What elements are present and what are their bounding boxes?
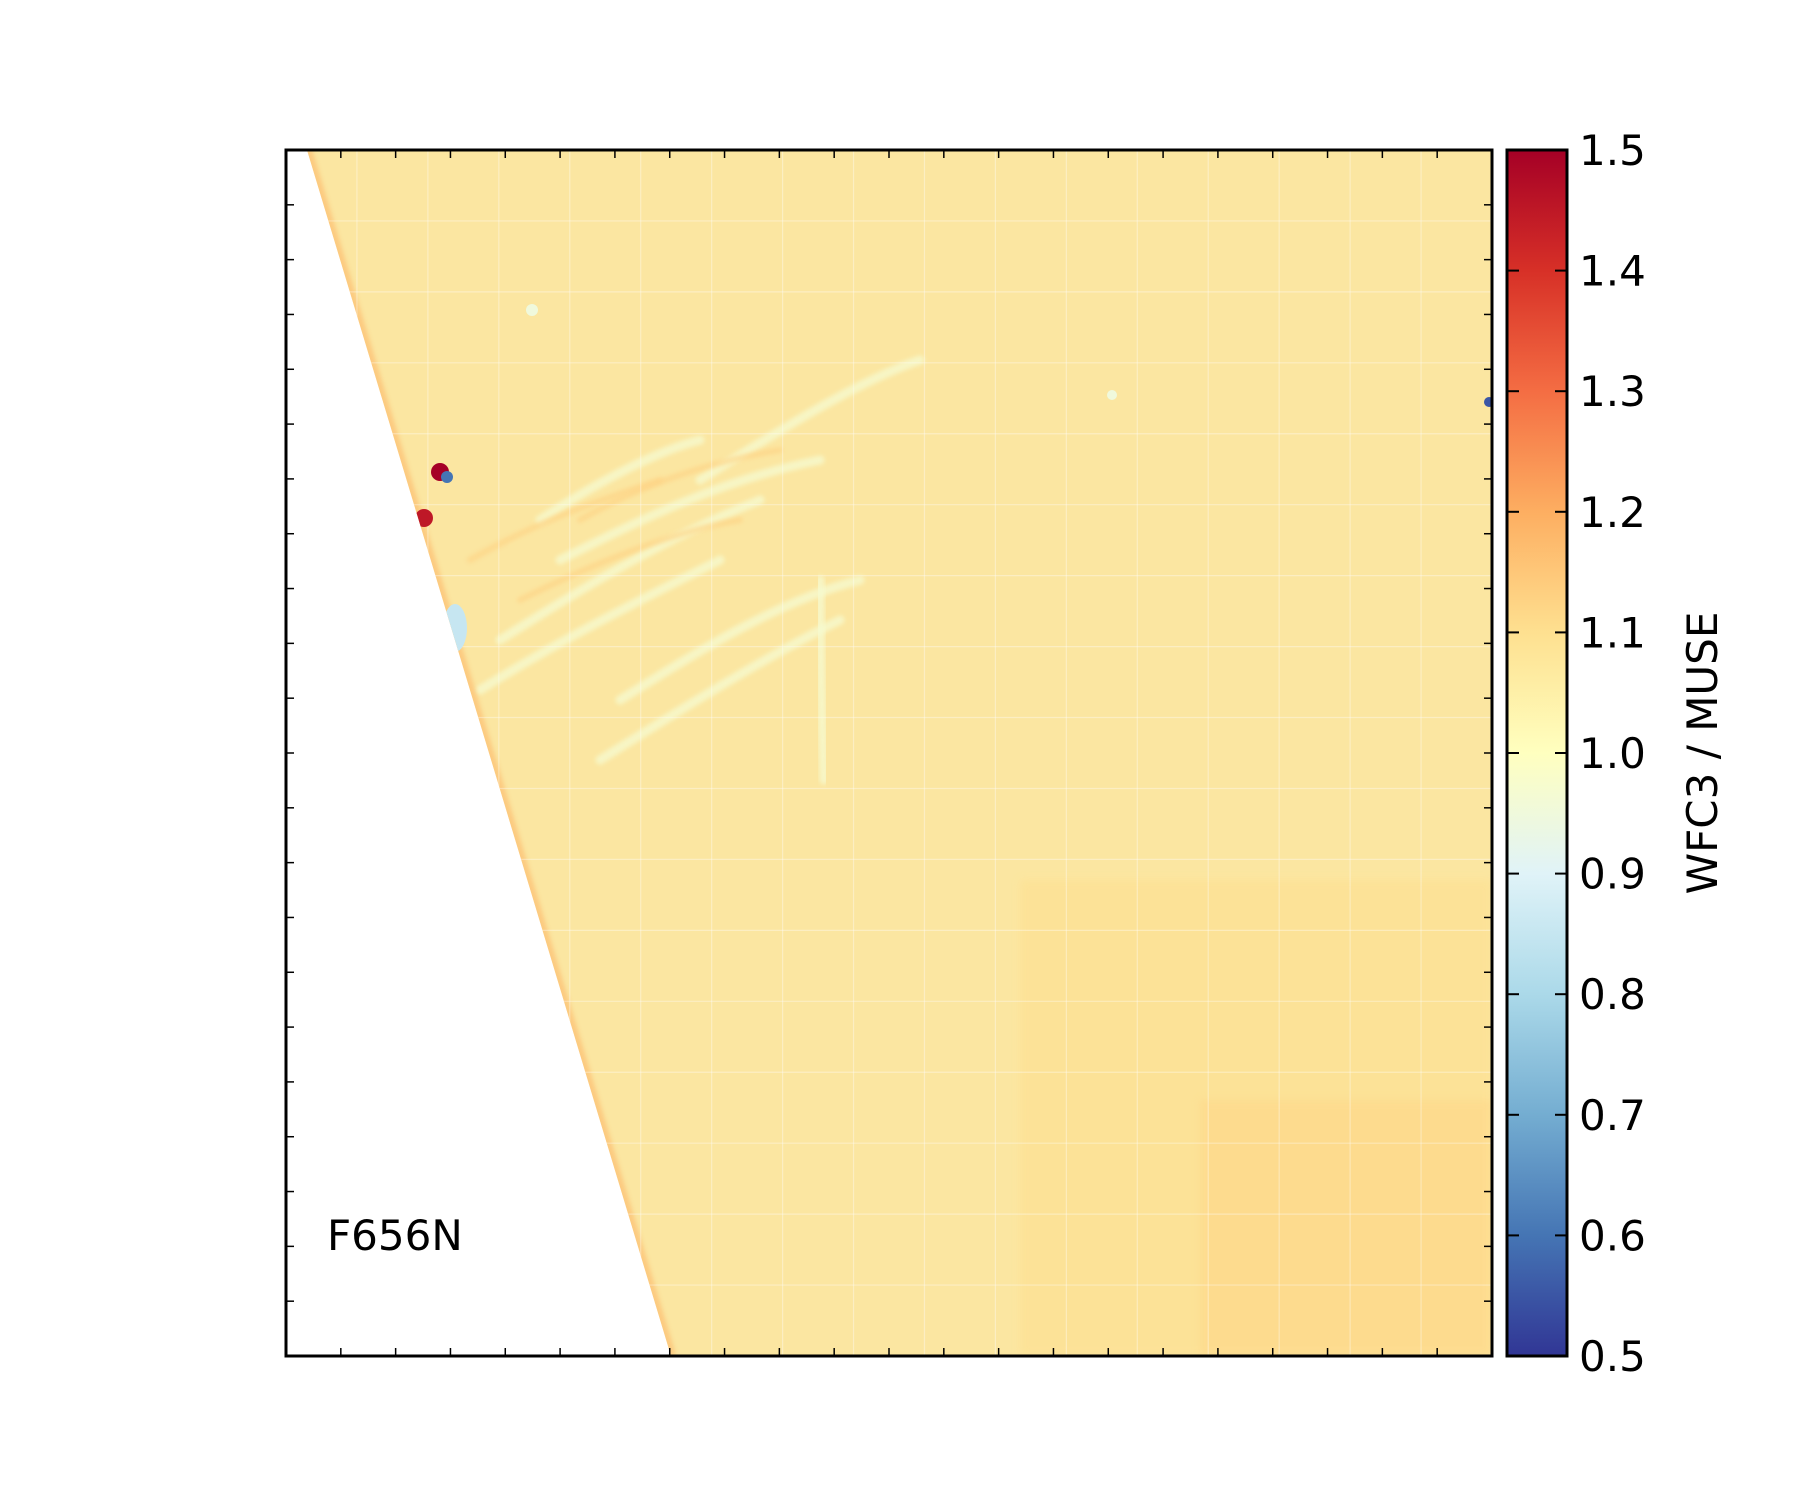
- low-ratio-streak: [495, 495, 765, 645]
- outlier-spot: [1107, 390, 1117, 400]
- colorbar-tick-label: 0.6: [1579, 1211, 1646, 1260]
- low-ratio-streak: [555, 455, 825, 565]
- outlier-spot: [415, 509, 433, 527]
- colorbar-ticks: 0.5 0.6 0.7 0.8 0.9 1.0 1.1 1.2 1.3 1.4 1.5: [1507, 126, 1646, 1381]
- axis-ticks: [286, 150, 1492, 1356]
- warm-region: [1200, 1100, 1492, 1356]
- colorbar-tick-label: 1.1: [1579, 608, 1646, 657]
- low-ratio-streak: [595, 615, 845, 765]
- outlier-spot: [526, 304, 538, 316]
- colorbar-tick-label: 0.9: [1579, 850, 1646, 899]
- high-ratio-streak: [517, 517, 743, 603]
- colorbar-tick-label: 1.3: [1579, 367, 1646, 416]
- colorbar-tick-label: 1.2: [1579, 488, 1646, 537]
- colorbar-tick-label: 0.7: [1579, 1091, 1646, 1140]
- low-ratio-streak: [535, 435, 705, 525]
- low-ratio-streak: [815, 575, 829, 785]
- outlier-spot: [443, 604, 467, 652]
- colorbar-tick-label: 1.4: [1579, 247, 1646, 296]
- low-ratio-streak: [475, 555, 725, 695]
- ratio-map: [307, 150, 1492, 1356]
- colorbar-tick-label: 0.8: [1579, 970, 1646, 1019]
- detector-grid-pattern: [307, 150, 1492, 1356]
- outlier-spot: [441, 471, 453, 483]
- panel-label: F656N: [327, 1211, 463, 1260]
- high-ratio-streak: [577, 447, 783, 523]
- colorbar-tick-label: 0.5: [1579, 1332, 1646, 1381]
- colorbar-tick-label: 1.5: [1579, 126, 1646, 175]
- colorbar-label: WFC3 / MUSE: [1678, 612, 1727, 895]
- low-ratio-streak: [615, 575, 865, 705]
- colorbar-tick-label: 1.0: [1579, 729, 1646, 778]
- high-ratio-streak: [467, 477, 663, 563]
- map-texture: [307, 150, 1492, 1356]
